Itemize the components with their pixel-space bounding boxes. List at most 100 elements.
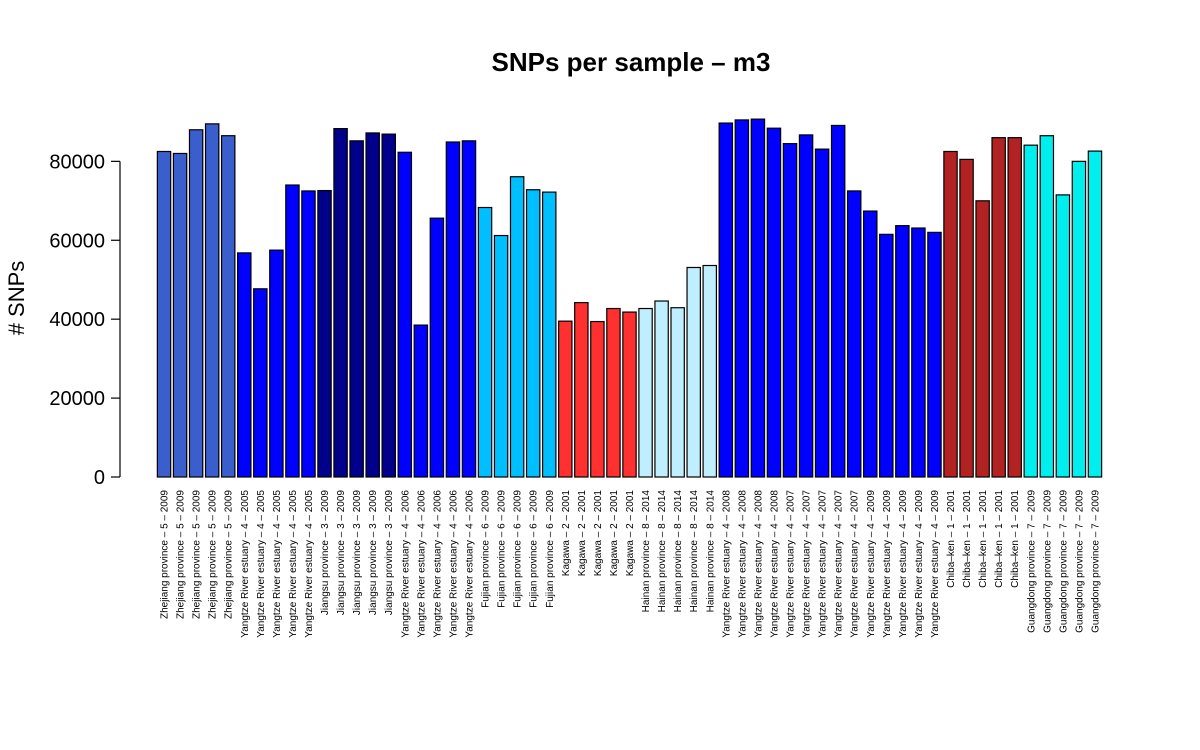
y-axis-label: # SNPs [4,261,29,336]
bar-32 [654,300,669,478]
bar-16 [397,151,413,478]
bar-53 [991,137,1006,478]
x-tick-label-20: Yangtze River estuary – 4 – 2006 [464,490,475,638]
bar-3 [188,129,204,478]
x-tick-label-24: Fujian province – 6 – 2009 [529,490,540,608]
bar-31 [638,307,653,478]
bar-37 [734,119,750,478]
bar-41 [798,134,814,478]
bar-26 [558,320,573,478]
bar-23 [509,176,525,478]
bar-49 [927,231,942,478]
x-tick-label-58: Guangdong province – 7 – 2009 [1074,490,1085,633]
x-tick-label-9: Yangtze River estuary – 4 – 2005 [288,490,299,638]
x-tick-label-7: Yangtze River estuary – 4 – 2005 [256,490,267,638]
x-tick-label-41: Yangtze River estuary – 4 – 2007 [802,490,813,638]
x-tick-label-49: Yangtze River estuary – 4 – 2009 [930,490,941,638]
bar-9 [285,184,300,478]
x-tick-label-31: Hainan province – 8 – 2014 [641,490,652,613]
x-tick-label-28: Kagawa – 2 – 2001 [593,490,604,577]
x-tick-label-57: Guangdong province – 7 – 2009 [1058,490,1069,633]
bar-30 [622,311,637,478]
bar-4 [204,123,220,478]
x-tick-label-45: Yangtze River estuary – 4 – 2009 [866,490,877,638]
x-tick-label-36: Yangtze River estuary – 4 – 2008 [721,490,732,638]
bar-21 [477,206,493,478]
x-tick-label-38: Yangtze River estuary – 4 – 2008 [753,490,764,638]
x-tick-label-46: Yangtze River estuary – 4 – 2009 [882,490,893,638]
x-tick-label-12: Jiangsu province – 3 – 2009 [336,490,347,616]
bar-34 [686,266,701,478]
x-tick-label-3: Zhejiang province – 5 – 2009 [192,490,203,619]
bar-47 [895,225,910,478]
bar-56 [1039,135,1055,478]
x-tick-label-2: Zhejiang province – 5 – 2009 [176,490,187,619]
x-tick-label-51: Chiba–ken – 1 – 2001 [962,490,973,588]
bar-58 [1071,160,1087,478]
x-tick-label-23: Fujian province – 6 – 2009 [513,490,524,608]
x-tick-label-40: Yangtze River estuary – 4 – 2007 [786,490,797,638]
x-tick-label-18: Yangtze River estuary – 4 – 2006 [432,490,443,638]
x-tick-label-27: Kagawa – 2 – 2001 [577,490,588,577]
y-tick-label-4: 60000 [49,230,105,252]
bar-6 [237,252,252,478]
x-tick-label-22: Fujian province – 6 – 2009 [497,490,508,608]
x-tick-labels: Zhejiang province – 5 – 2009 Zhejiang pro… [160,490,1102,638]
x-tick-label-42: Yangtze River estuary – 4 – 2007 [818,490,829,638]
bar-57 [1055,194,1071,478]
bar-17 [413,324,429,478]
x-tick-label-17: Yangtze River estuary – 4 – 2006 [416,490,427,638]
bar-51 [959,158,974,478]
bar-45 [862,210,878,478]
bar-15 [381,133,396,478]
x-tick-label-19: Yangtze River estuary – 4 – 2006 [448,490,459,638]
bar-40 [782,142,798,478]
bar-2 [172,152,188,478]
bar-10 [301,190,316,478]
x-tick-label-11: Jiangsu province – 3 – 2009 [320,490,331,616]
x-tick-label-14: Jiangsu province – 3 – 2009 [368,490,379,616]
y-tick-label-3: 40000 [49,309,105,331]
bar-8 [269,249,284,478]
bar-33 [670,307,685,478]
x-tick-label-8: Yangtze River estuary – 4 – 2005 [272,490,283,638]
x-tick-label-35: Hainan province – 8 – 2014 [705,490,716,613]
bar-19 [445,141,461,478]
bar-18 [429,217,445,478]
bar-36 [718,122,734,478]
bar-1 [156,150,172,478]
bar-35 [702,264,718,478]
x-tick-label-32: Hainan province – 8 – 2014 [657,490,668,613]
x-tick-label-54: Chiba–ken – 1 – 2001 [1010,490,1021,588]
x-tick-label-47: Yangtze River estuary – 4 – 2009 [898,490,909,638]
x-tick-label-10: Yangtze River estuary – 4 – 2005 [304,490,315,638]
bar-series [156,118,1103,478]
bar-28 [590,320,605,478]
x-tick-label-34: Hainan province – 8 – 2014 [689,490,700,613]
x-tick-label-52: Chiba–ken – 1 – 2001 [978,490,989,588]
bar-22 [493,234,509,478]
bar-42 [814,148,830,478]
y-tick-label-5: 80000 [49,151,105,173]
bar-39 [766,127,782,478]
bar-38 [750,118,766,478]
x-tick-label-6: Yangtze River estuary – 4 – 2005 [240,490,251,638]
bar-55 [1023,144,1039,478]
bar-59 [1087,150,1103,478]
x-tick-label-25: Fujian province – 6 – 2009 [545,490,556,608]
x-tick-label-16: Yangtze River estuary – 4 – 2006 [400,490,411,638]
bar-14 [365,132,380,478]
chart-title: SNPs per sample – m3 [492,47,771,77]
x-tick-label-55: Guangdong province – 7 – 2009 [1026,490,1037,633]
x-tick-label-53: Chiba–ken – 1 – 2001 [994,490,1005,588]
bar-54 [1007,137,1022,478]
bar-46 [879,233,894,478]
y-tick-label-1: 0 [94,467,105,489]
bar-25 [541,191,557,478]
y-axis: 0 20000 40000 60000 80000 [49,151,121,489]
y-tick-label-2: 20000 [49,388,105,410]
bar-5 [220,135,236,478]
bar-52 [975,200,990,478]
x-tick-label-21: Fujian province – 6 – 2009 [481,490,492,608]
